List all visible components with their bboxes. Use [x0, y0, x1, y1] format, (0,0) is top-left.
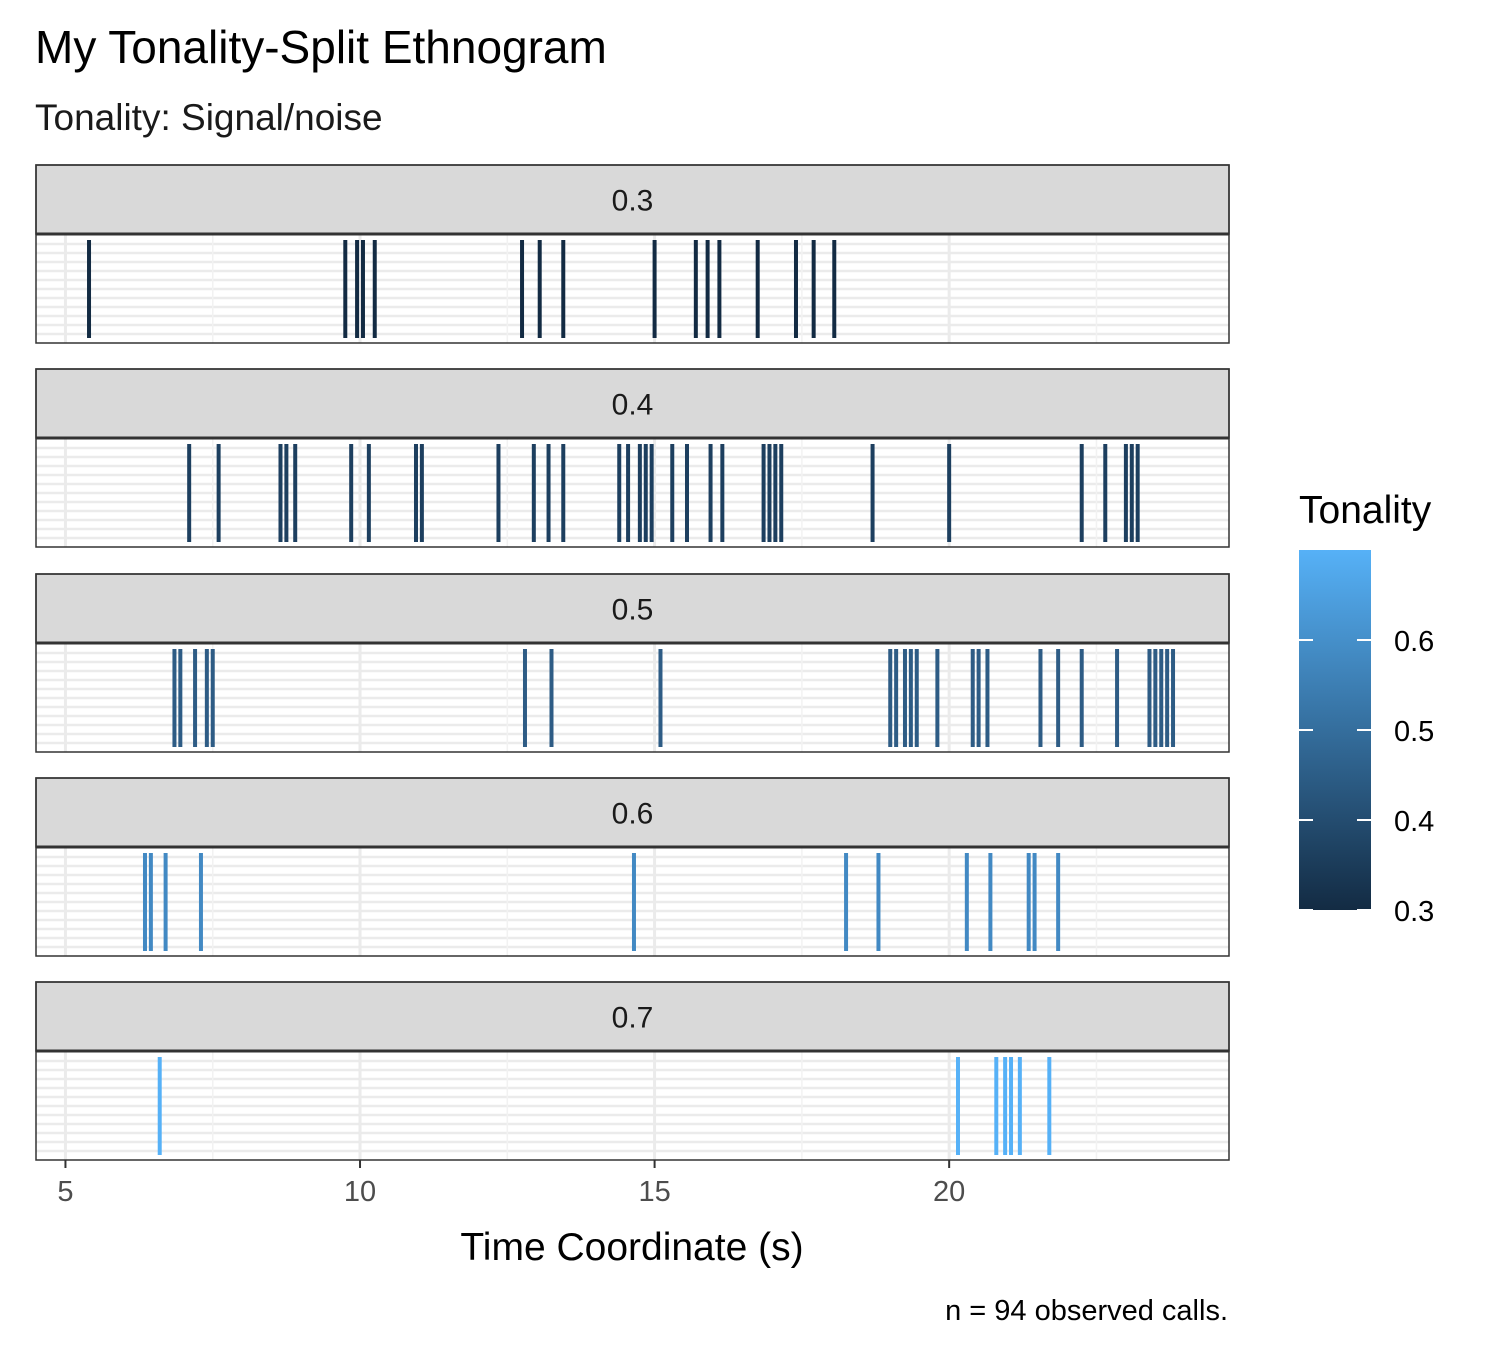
facet-strip-label: 0.7 — [612, 1002, 654, 1035]
facet-strip — [35, 164, 1230, 235]
x-tick-label: 10 — [344, 1176, 376, 1208]
panel-border — [35, 981, 1230, 1161]
panel-border — [35, 164, 1230, 344]
legend-tick-label: 0.5 — [1394, 716, 1434, 748]
x-axis: 5 10 15 20 — [57, 1160, 965, 1208]
legend-tick-label: 0.4 — [1394, 806, 1434, 838]
chart-caption: n = 94 observed calls. — [945, 1295, 1228, 1327]
facet-panels: 0.3 0.4 0.5 0.6 0.7 — [35, 164, 1230, 1161]
legend-title: Tonality — [1299, 489, 1432, 532]
facet-panel: 0.3 — [35, 164, 1230, 344]
x-tick-label: 15 — [638, 1176, 670, 1208]
facet-panel: 0.4 — [35, 368, 1230, 548]
chart-subtitle: Tonality: Signal/noise — [35, 97, 383, 138]
facet-panel: 0.6 — [35, 777, 1230, 957]
x-axis-title: Time Coordinate (s) — [460, 1226, 803, 1269]
chart-title: My Tonality-Split Ethnogram — [35, 21, 607, 73]
facet-panel: 0.5 — [35, 573, 1230, 753]
x-tick-label: 20 — [933, 1176, 965, 1208]
facet-strip-label: 0.3 — [612, 185, 654, 218]
facet-strip — [35, 368, 1230, 439]
facet-strip-label: 0.4 — [612, 389, 654, 422]
color-legend: Tonality 0.3 0.4 0.5 0.6 — [1299, 489, 1434, 928]
legend-tick-label: 0.6 — [1394, 626, 1434, 658]
facet-panel: 0.7 — [35, 981, 1230, 1161]
x-tick-label: 5 — [57, 1176, 73, 1208]
facet-strip-label: 0.5 — [612, 594, 654, 627]
legend-tick-label: 0.3 — [1394, 896, 1434, 928]
panel-border — [35, 368, 1230, 548]
panel-border — [35, 777, 1230, 957]
panel-border — [35, 573, 1230, 753]
facet-strip-label: 0.6 — [612, 798, 654, 831]
